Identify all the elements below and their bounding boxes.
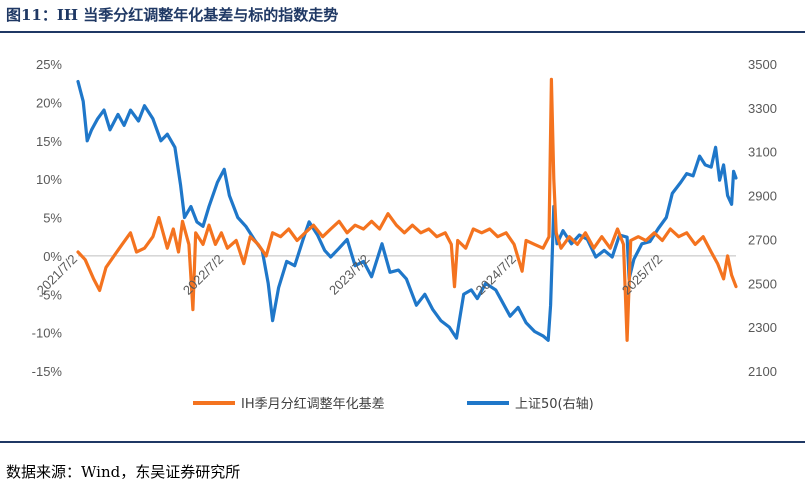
left-tick-label: 15%: [36, 134, 62, 149]
legend: IH季月分红调整年化基差 上证50(右轴): [193, 396, 594, 412]
series-line-basis: [76, 77, 738, 342]
right-axis: 3500 3300 3100 2900 2700 2500 2300 2100: [748, 57, 777, 379]
left-tick-label: 5%: [43, 211, 62, 226]
right-tick-label: 3500: [748, 57, 777, 72]
left-tick-label: 10%: [36, 172, 62, 187]
left-tick-label: 20%: [36, 95, 62, 110]
right-tick-label: 2100: [748, 364, 777, 379]
x-axis: 2021/7/2 2022/7/2 2023/7/2 2024/7/2 2025/7/2: [34, 251, 666, 297]
legend-label: 上证50(右轴): [515, 397, 594, 412]
source-note: 数据来源：Wind，东吴证券研究所: [6, 463, 241, 481]
left-tick-label: 0%: [43, 249, 62, 264]
x-tick-label: 2023/7/2: [326, 251, 372, 297]
chart-canvas: 25% 20% 15% 10% 5% 0% -5% -10% -15% 3500 3300 3100…: [32, 57, 777, 412]
right-tick-label: 2500: [748, 276, 777, 291]
series-line-index: [76, 79, 738, 342]
left-tick-label: -5%: [39, 287, 63, 302]
right-tick-label: 2900: [748, 189, 777, 204]
right-tick-label: 2300: [748, 320, 777, 335]
right-tick-label: 3300: [748, 101, 777, 116]
x-tick-label: 2022/7/2: [180, 251, 226, 297]
left-tick-label: -15%: [32, 364, 63, 379]
legend-label: IH季月分红调整年化基差: [241, 396, 385, 412]
series-layer: [76, 77, 738, 342]
left-axis: 25% 20% 15% 10% 5% 0% -5% -10% -15%: [32, 57, 63, 379]
title-rule: [0, 31, 805, 33]
left-tick-label: 25%: [36, 57, 62, 72]
right-tick-label: 2700: [748, 232, 777, 247]
source-rule: [0, 441, 805, 443]
left-tick-label: -10%: [32, 326, 63, 341]
chart-title: 图11：IH 当季分红调整年化基差与标的指数走势: [6, 6, 339, 24]
right-tick-label: 3100: [748, 145, 777, 160]
